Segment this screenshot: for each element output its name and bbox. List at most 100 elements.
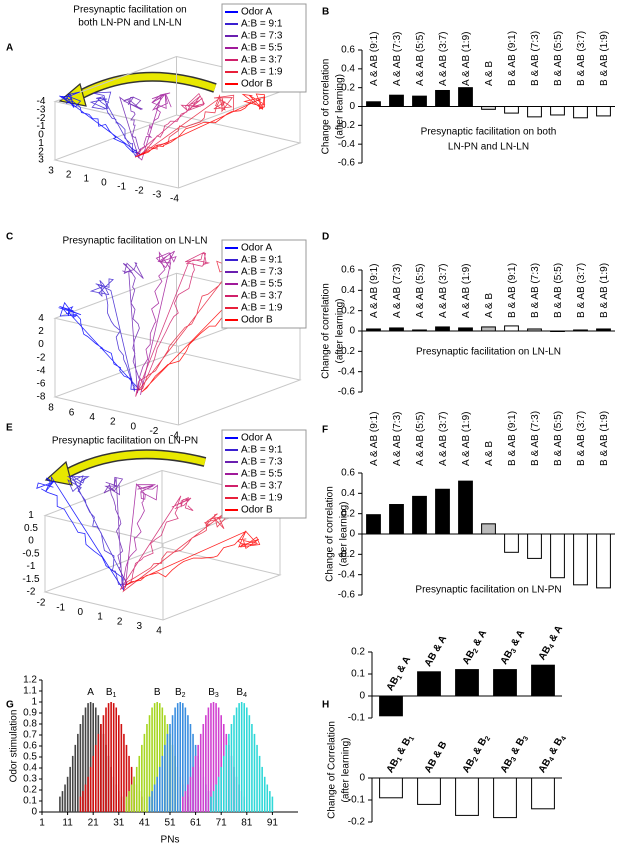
legend-label: A:B = 5:5	[241, 469, 283, 480]
y-tick-label: 0.2	[351, 647, 365, 658]
category-label: A & AB (7:3)	[392, 264, 403, 318]
y-tick-label: 0.4	[341, 488, 355, 499]
legend-label: A:B = 7:3	[241, 31, 283, 42]
y-tick-label: -0.2	[338, 549, 356, 560]
axis-tick-label: 0	[38, 339, 44, 350]
category-label: B & AB (5:5)	[553, 263, 564, 318]
category-label-subscript: 4	[560, 735, 568, 742]
y-tick-label: 0.6	[23, 741, 37, 752]
category-label: A & AB (1:9)	[461, 264, 472, 318]
trajectory	[139, 250, 177, 395]
x-tick-label: 41	[139, 818, 151, 829]
category-label: AB3 & A	[498, 628, 528, 667]
trajectory	[136, 92, 172, 161]
trajectory	[119, 495, 194, 590]
x-tick-label: 81	[241, 818, 253, 829]
y-axis-label: Change of correlation	[325, 486, 336, 582]
bar	[504, 325, 519, 332]
y-tick-label: 0.4	[341, 63, 355, 74]
category-label-subscript: 1	[396, 674, 404, 681]
bar	[493, 777, 517, 819]
category-label-segment: AB & B	[422, 739, 449, 774]
category-label: A & AB (3:7)	[438, 264, 449, 318]
axis-tick-label: 1	[38, 138, 44, 149]
y-tick-label: 0.6	[341, 265, 355, 276]
axis-tick-label: 2	[117, 616, 123, 627]
bar	[504, 106, 519, 114]
legend-label: Odor A	[241, 7, 272, 18]
y-axis-label: (after learning)	[341, 737, 352, 802]
axis-tick-label: 0.5	[24, 523, 38, 534]
category-label: AB & B	[422, 739, 449, 774]
axis-tick-label: 3	[48, 166, 54, 177]
category-label: B & AB (9:1)	[507, 31, 518, 86]
bar	[435, 326, 450, 332]
category-label: AB2 & A	[460, 628, 490, 667]
y-tick-label: 0	[31, 807, 37, 818]
bar	[527, 328, 542, 332]
category-label: A & AB (1:9)	[461, 412, 472, 466]
bar	[493, 669, 517, 697]
category-label: B & AB (9:1)	[507, 263, 518, 318]
x-tick-label: 31	[113, 818, 125, 829]
series-label-subscript: 2	[182, 692, 186, 699]
trajectory	[122, 262, 144, 394]
category-label: B & AB (1:9)	[599, 263, 610, 318]
category-label-subscript: 2	[472, 648, 480, 655]
trajectory	[126, 530, 261, 586]
bar	[412, 95, 427, 108]
axis-tick-label: 6	[69, 407, 75, 418]
axis-tick-label: 1	[97, 612, 103, 623]
bar	[458, 87, 473, 107]
bar	[389, 327, 404, 332]
bar	[596, 328, 611, 332]
x-tick-label: 21	[88, 818, 100, 829]
axis-tick-label: 0	[28, 536, 34, 547]
series-label: B	[154, 687, 161, 698]
panel-label: B	[322, 7, 329, 18]
legend-label: A:B = 1:9	[241, 493, 283, 504]
y-tick-label: 0.2	[341, 305, 355, 316]
category-label: AB3 & B3	[498, 733, 530, 776]
series-label-segment: B	[106, 687, 113, 698]
y-axis-label: Change of correlation	[321, 59, 332, 155]
category-label: B & AB (1:9)	[599, 31, 610, 86]
y-tick-label: 0.7	[23, 730, 37, 741]
bar	[550, 106, 565, 116]
y-tick-label: 0.2	[341, 82, 355, 93]
bar	[412, 495, 427, 535]
category-label: A & AB (7:3)	[392, 412, 403, 466]
series-label-segment: B	[175, 687, 182, 698]
category-label: A & AB (9:1)	[369, 32, 380, 86]
trajectory	[123, 483, 158, 588]
bar	[550, 533, 565, 579]
category-label-segment: & A	[470, 628, 489, 651]
box-bottom	[53, 114, 302, 189]
trajectory	[139, 94, 235, 156]
category-label: A & AB (9:1)	[369, 412, 380, 466]
trajectory	[66, 474, 128, 585]
x-tick-label: 61	[190, 818, 202, 829]
series-label-segment: B	[208, 687, 215, 698]
panel-label: A	[6, 43, 13, 54]
y-tick-label: -0.4	[338, 139, 356, 150]
axis-tick-label: 0	[38, 130, 44, 141]
axis-tick-label: -2	[135, 186, 144, 197]
y-tick-label: -0.1	[348, 713, 366, 724]
category-label: B & AB (5:5)	[553, 31, 564, 86]
axis-tick-label: -2	[37, 113, 46, 124]
legend-label: A:B = 1:9	[241, 67, 283, 78]
axis-tick-label: 4	[38, 313, 44, 324]
trajectory	[89, 91, 138, 158]
category-label-segment: & A	[394, 654, 413, 677]
trajectory	[135, 251, 211, 397]
legend-label: A:B = 9:1	[241, 445, 283, 456]
legend-label: A:B = 9:1	[241, 19, 283, 30]
x-axis-label: Presynaptic facilitation on LN-PN	[415, 585, 561, 596]
axis-tick-label: -2	[149, 426, 158, 437]
axis-tick-label: 0	[78, 607, 84, 618]
axis-tick-label: -1	[56, 602, 65, 613]
axis-tick-label: 2	[110, 417, 116, 428]
x-axis-label: Presynaptic facilitation on both	[421, 127, 557, 138]
